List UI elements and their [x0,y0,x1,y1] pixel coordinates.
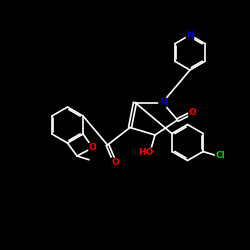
Text: Cl: Cl [215,152,225,160]
Text: N: N [159,98,166,107]
Text: O: O [89,143,96,152]
Text: N: N [186,30,194,40]
Text: O: O [111,158,119,167]
Text: HO: HO [138,148,154,157]
Text: O: O [189,108,196,117]
